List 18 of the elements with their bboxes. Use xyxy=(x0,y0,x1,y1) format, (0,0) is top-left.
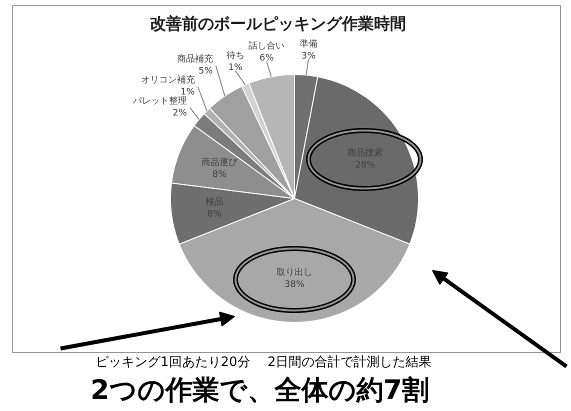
text: ピッキング1回あたり20分 2日間の合計で計測した結果 xyxy=(96,355,432,370)
chart-title: 改善前のボールピッキング作業時間 xyxy=(150,14,406,33)
data-label: 8% xyxy=(212,170,228,180)
text: 2つの作業で、全体の約7割 xyxy=(90,375,430,406)
data-label: 38% xyxy=(284,280,305,290)
slice-label: パレット整理 xyxy=(132,96,187,107)
slice-label: 準備 xyxy=(300,38,318,50)
slice-label: 商品補充 xyxy=(176,54,213,65)
data-label: 3% xyxy=(301,51,316,62)
slice-label: 待ち xyxy=(226,50,244,61)
data-label: 6% xyxy=(259,53,274,64)
data-label: 2% xyxy=(172,108,188,119)
slice-label: 話し合い xyxy=(248,40,285,52)
slice-label: 取り出し xyxy=(276,267,312,278)
data-label: 1% xyxy=(228,62,243,73)
data-label: 5% xyxy=(198,66,214,77)
slice-label: オリコン補充 xyxy=(140,74,195,86)
slice-label: 商品運び xyxy=(202,156,239,168)
